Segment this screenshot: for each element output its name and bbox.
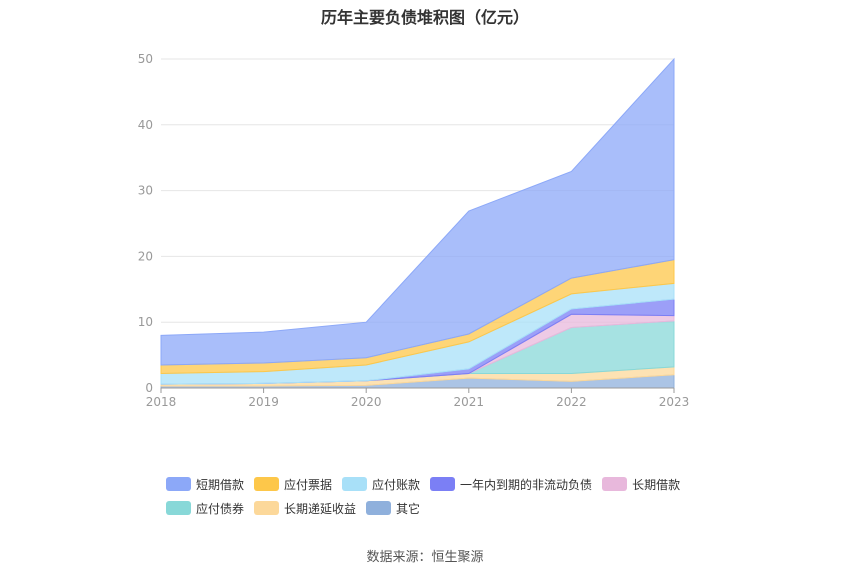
y-tick-label: 30 — [138, 184, 153, 198]
legend-row: 应付债券 长期递延收益 其它 — [166, 496, 726, 520]
legend-item[interactable]: 应付债券 — [166, 500, 244, 517]
stacked-area-chart: 0 10 20 30 40 50 2018 2019 2020 2021 2022 2023 — [138, 52, 690, 409]
legend-swatch — [166, 477, 191, 491]
legend-label: 其它 — [396, 501, 421, 516]
legend-item[interactable]: 长期借款 — [602, 476, 680, 493]
y-tick-label: 50 — [138, 52, 153, 66]
chart-title: 历年主要负债堆积图（亿元） — [320, 8, 529, 27]
x-tick-label: 2022 — [556, 395, 587, 409]
area-短期借款 — [160, 57, 675, 366]
legend-item[interactable]: 长期递延收益 — [254, 500, 356, 517]
legend-swatch — [366, 501, 392, 515]
legend-swatch — [430, 477, 456, 491]
legend-item[interactable]: 短期借款 — [166, 476, 244, 493]
x-tick-label: 2018 — [146, 395, 177, 409]
y-tick-label: 0 — [145, 381, 153, 395]
x-tick-label: 2020 — [351, 395, 382, 409]
legend-label: 长期借款 — [632, 477, 681, 492]
legend-item[interactable]: 应付账款 — [342, 476, 420, 493]
legend-label: 长期递延收益 — [284, 501, 357, 516]
y-tick-label: 40 — [138, 118, 153, 132]
y-tick-label: 10 — [138, 315, 153, 329]
y-tick-label: 20 — [138, 249, 153, 263]
legend-label: 应付账款 — [372, 477, 421, 492]
legend-item[interactable]: 应付票据 — [254, 476, 332, 493]
x-tick-label: 2023 — [659, 395, 690, 409]
x-tick-label: 2019 — [248, 395, 279, 409]
legend-swatch — [254, 501, 280, 515]
legend-label: 应付票据 — [284, 477, 333, 492]
legend-label: 应付债券 — [196, 501, 245, 516]
legend-swatch — [254, 477, 280, 491]
legend-swatch — [342, 477, 368, 491]
x-tick-label: 2021 — [454, 395, 485, 409]
legend-item[interactable]: 其它 — [366, 500, 420, 517]
axes: 0 10 20 30 40 50 2018 2019 2020 2021 2022 2023 — [138, 52, 690, 409]
area-series — [160, 57, 675, 389]
data-source-note: 数据来源：恒生聚源 — [366, 550, 484, 565]
legend-swatch — [166, 501, 191, 515]
legend-item[interactable]: 一年内到期的非流动负债 — [430, 476, 592, 493]
legend-row: 短期借款 应付票据 应付账款 一年内到期的非流动负债 长期借款 — [166, 472, 726, 496]
legend: 短期借款 应付票据 应付账款 一年内到期的非流动负债 长期借款 应付债券 长期递延收益 其它 — [166, 472, 726, 520]
legend-swatch — [602, 477, 628, 491]
legend-label: 一年内到期的非流动负债 — [460, 477, 593, 492]
legend-label: 短期借款 — [196, 477, 245, 492]
